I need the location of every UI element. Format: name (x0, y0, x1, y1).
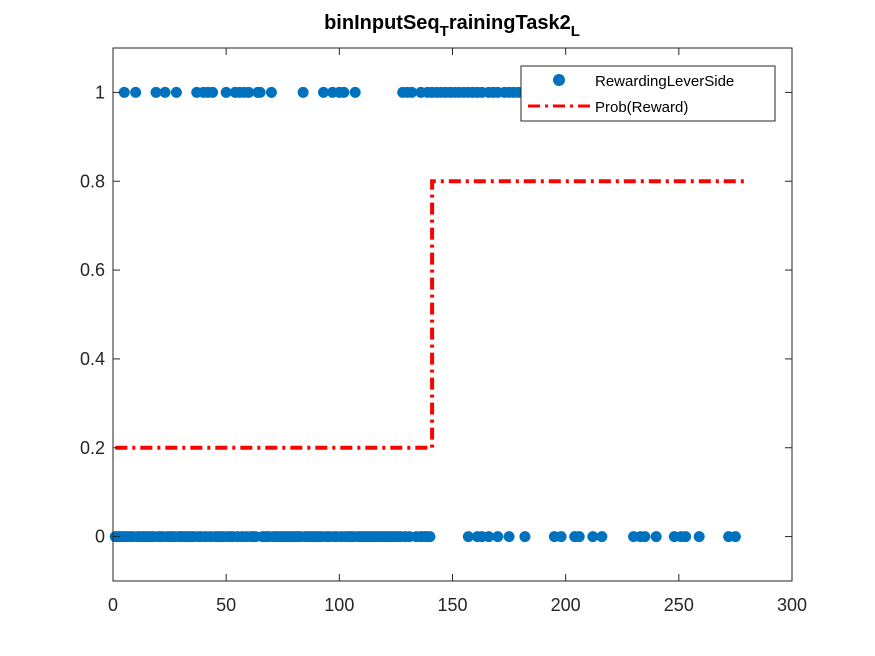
tick-layer: 0 50 100 150 200 250 300 0 0.2 0.4 0.6 0.8 1 (80, 48, 807, 615)
legend-label-prob-reward: Prob(Reward) (595, 99, 688, 116)
data-point-y1 (118, 86, 130, 98)
data-point-y0 (492, 531, 504, 543)
data-point-y0 (555, 531, 567, 543)
data-point-y1 (254, 86, 266, 98)
legend-label-rewarding-lever-side: RewardingLeverSide (595, 73, 734, 90)
y-tick-label: 0.8 (80, 171, 105, 191)
data-point-y1 (159, 86, 171, 98)
x-tick-label: 0 (108, 595, 118, 615)
data-point-y1 (207, 86, 219, 98)
data-point-y0 (424, 531, 436, 543)
data-point-y0 (729, 531, 741, 543)
data-point-y0 (573, 531, 585, 543)
data-point-y0 (483, 531, 495, 543)
x-tick-label: 250 (664, 595, 694, 615)
data-point-y1 (265, 86, 277, 98)
y-tick-label: 0.6 (80, 260, 105, 280)
data-point-y1 (297, 86, 309, 98)
data-point-y0 (519, 531, 531, 543)
data-point-y0 (650, 531, 662, 543)
data-point-y1 (338, 86, 350, 98)
x-tick-label: 300 (777, 595, 807, 615)
data-point-y1 (406, 86, 418, 98)
plot-area (113, 48, 792, 581)
x-tick-label: 150 (437, 595, 467, 615)
data-point-y0 (639, 531, 651, 543)
x-tick-label: 200 (551, 595, 581, 615)
x-tick-label: 100 (324, 595, 354, 615)
y-tick-label: 0 (95, 527, 105, 547)
data-point-y1 (170, 86, 182, 98)
axes-box (112, 47, 793, 582)
legend-box (520, 65, 776, 122)
data-point-y0 (693, 531, 705, 543)
x-tick-label: 50 (216, 595, 236, 615)
plot-axes: 0 50 100 150 200 250 300 0 0.2 0.4 0.6 0.8 1 (80, 47, 807, 615)
data-point-y1 (349, 86, 361, 98)
data-point-y1 (220, 86, 232, 98)
data-point-y0 (680, 531, 692, 543)
data-point-y1 (150, 86, 162, 98)
legend: RewardingLeverSide Prob(Reward) (520, 65, 776, 122)
data-point-y1 (317, 86, 329, 98)
series-layer (109, 86, 747, 543)
data-point-y0 (462, 531, 474, 543)
data-point-y1 (243, 86, 255, 98)
data-point-y0 (596, 531, 608, 543)
y-tick-label: 0.2 (80, 438, 105, 458)
data-point-y0 (587, 531, 599, 543)
legend-marker-rewarding-lever-side (553, 74, 565, 86)
y-tick-label: 1 (95, 82, 105, 102)
y-tick-label: 0.4 (80, 349, 105, 369)
data-point-y0 (503, 531, 515, 543)
series-line-prob-reward (115, 179, 747, 450)
data-point-y1 (130, 86, 142, 98)
chart-title: binInputSeqTrainingTask2L (324, 12, 580, 40)
